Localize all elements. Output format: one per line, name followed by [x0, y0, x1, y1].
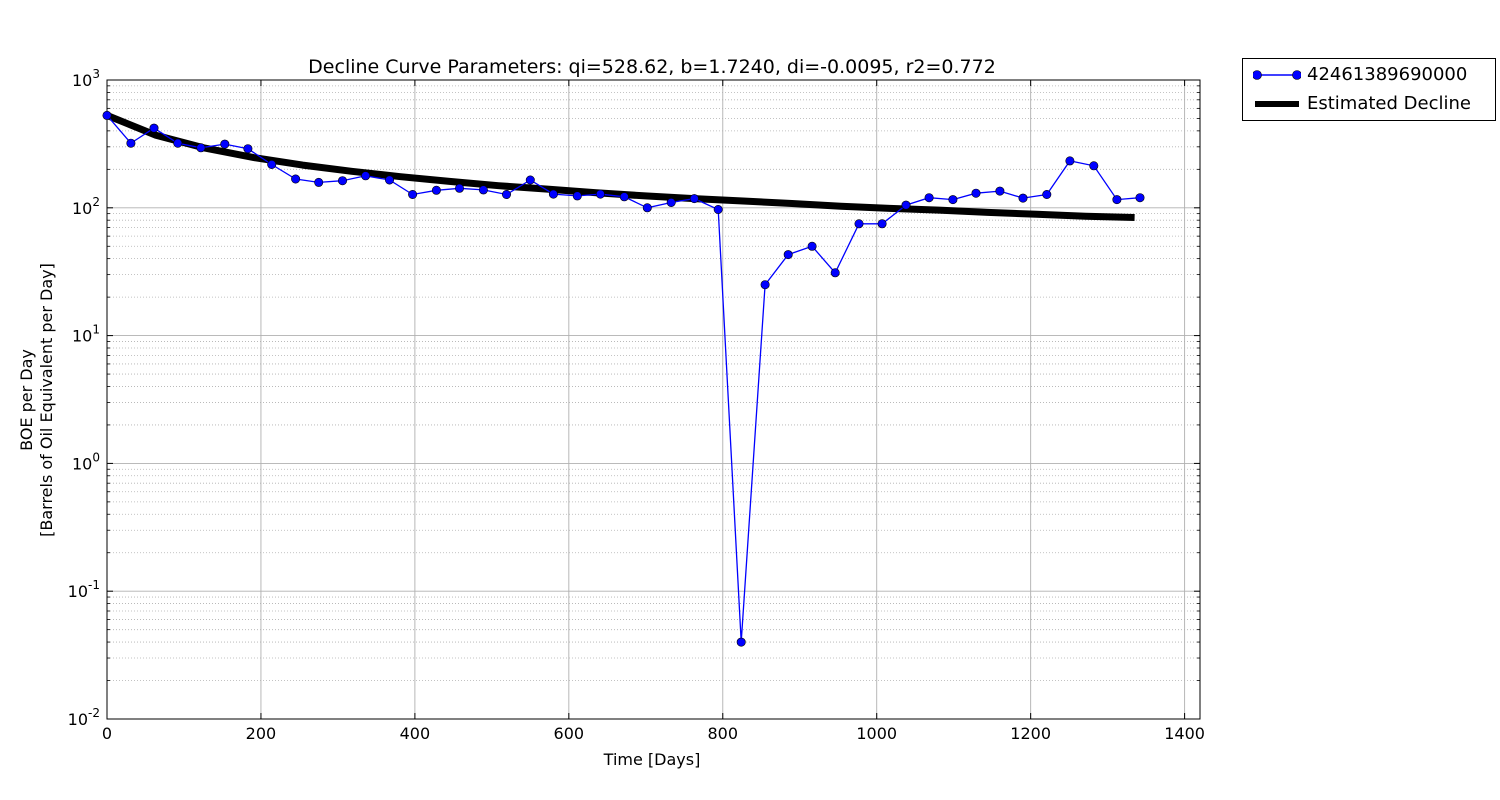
y-tick-label: 100: [72, 450, 100, 473]
y-tick-label: 10-1: [68, 578, 100, 601]
x-tick-label: 1200: [1010, 724, 1051, 743]
observed-data-point: [149, 123, 159, 133]
observed-data-point: [337, 176, 347, 186]
observed-data-point: [267, 160, 277, 170]
legend-entry-estimated: Estimated Decline: [1243, 90, 1495, 118]
observed-data-point: [384, 175, 394, 185]
x-tick-label: 0: [102, 724, 112, 743]
y-tick-label: 102: [72, 195, 100, 218]
observed-data-point: [478, 185, 488, 195]
x-tick-label: 1400: [1164, 724, 1205, 743]
observed-data-point: [666, 198, 676, 208]
legend-line-marker-icon: [1253, 70, 1301, 80]
y-axis-label-line1: BOE per Day: [17, 349, 36, 451]
x-tick-label: 400: [400, 724, 431, 743]
y-tick-label: 103: [72, 67, 100, 90]
observed-data-point: [807, 241, 817, 251]
observed-data-point: [783, 250, 793, 260]
series-layer: [102, 110, 1145, 647]
x-tick-label: 800: [708, 724, 739, 743]
x-tick-label: 1000: [856, 724, 897, 743]
observed-data-point: [760, 280, 770, 290]
observed-data-point: [736, 637, 746, 647]
observed-data-point: [408, 190, 418, 200]
observed-data-point: [361, 171, 371, 181]
observed-data-point: [126, 138, 136, 148]
observed-data-point: [877, 219, 887, 229]
observed-data-point: [854, 219, 864, 229]
y-tick-label: 101: [72, 323, 100, 346]
plot-frame: [106, 79, 1201, 720]
observed-data-point: [501, 190, 511, 200]
legend: 42461389690000 Estimated Decline: [1242, 58, 1496, 121]
observed-data-point: [220, 139, 230, 149]
x-axis-label: Time [Days]: [603, 750, 701, 769]
observed-data-point: [572, 191, 582, 201]
observed-data-point: [830, 268, 840, 278]
observed-data-point: [995, 186, 1005, 196]
observed-data-point: [314, 177, 324, 187]
observed-data-point: [548, 189, 558, 199]
chart-title: Decline Curve Parameters: qi=528.62, b=1…: [308, 56, 996, 78]
observed-data-point: [971, 188, 981, 198]
observed-data-point: [1065, 156, 1075, 166]
legend-label-estimated: Estimated Decline: [1307, 93, 1471, 114]
observed-data-point: [924, 193, 934, 203]
observed-data-point: [1018, 193, 1028, 203]
observed-data-point: [619, 192, 629, 202]
observed-data-point: [431, 185, 441, 195]
observed-data-point: [1112, 195, 1122, 205]
legend-label-observed: 42461389690000: [1307, 64, 1468, 85]
observed-data-point: [454, 183, 464, 193]
x-tick-label: 600: [554, 724, 585, 743]
x-tick-labels: 0 200 400 600 800 1000 1200 1400: [102, 724, 1205, 743]
y-tick-labels: 10-2 10-1 100 101 102 103: [68, 67, 100, 729]
observed-data-point: [901, 200, 911, 210]
observed-data-point: [173, 138, 183, 148]
observed-data-point: [243, 144, 253, 154]
observed-data-point: [1135, 193, 1145, 203]
legend-entry-observed: 42461389690000: [1243, 61, 1495, 89]
observed-data-point: [1042, 190, 1052, 200]
observed-data-point: [689, 194, 699, 204]
observed-data-point: [642, 203, 652, 213]
legend-thick-line-icon: [1255, 101, 1299, 107]
y-tick-label: 10-2: [68, 706, 100, 729]
observed-data-point: [595, 189, 605, 199]
observed-data-point: [196, 143, 206, 153]
x-tick-label: 200: [246, 724, 277, 743]
observed-data-point: [525, 175, 535, 185]
y-axis-label-line2: [Barrels of Oil Equivalent per Day]: [37, 263, 56, 537]
observed-data-point: [713, 205, 723, 215]
minor-gridlines: [107, 85, 1200, 681]
observed-data-point: [948, 195, 958, 205]
observed-data-point: [1089, 161, 1099, 171]
observed-data-point: [102, 110, 112, 120]
observed-data-point: [291, 174, 301, 184]
